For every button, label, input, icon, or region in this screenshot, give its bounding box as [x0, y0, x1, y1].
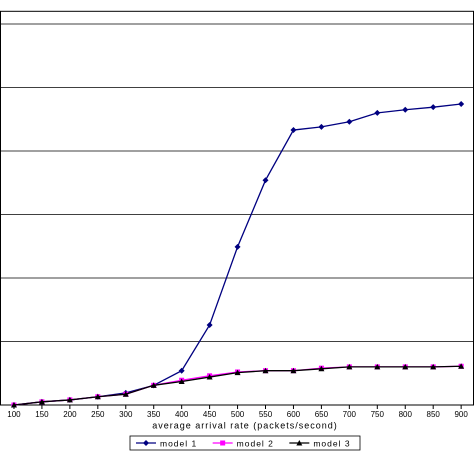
point [38, 398, 45, 405]
point [318, 123, 325, 130]
legend-label: model 2 [237, 438, 274, 448]
point [262, 367, 269, 374]
point [402, 363, 409, 370]
line [13, 103, 462, 406]
point [430, 104, 437, 111]
point [178, 378, 185, 385]
point [206, 321, 213, 328]
x-tick-label: 250 [91, 410, 105, 419]
legend-label: model 3 [313, 438, 350, 448]
x-tick-label: 400 [175, 410, 189, 419]
point [318, 365, 325, 372]
x-tick-label: 750 [371, 410, 385, 419]
x-tick-label: 550 [259, 410, 273, 419]
series [10, 101, 465, 408]
point [66, 396, 73, 403]
point [94, 393, 101, 400]
point [346, 363, 353, 370]
x-tick-label: 100 [7, 410, 21, 419]
point [220, 440, 226, 446]
point [430, 363, 437, 370]
x-axis-label: average arrival rate (packets/second) [152, 420, 338, 430]
point [206, 374, 213, 380]
point [262, 177, 269, 184]
x-tick-label: 200 [63, 410, 77, 419]
x-tick-label: 600 [287, 410, 301, 419]
x-tick-label: 900 [454, 410, 468, 419]
x-tick-label: 800 [399, 410, 413, 419]
x-tick-label: 500 [231, 410, 245, 419]
series [10, 363, 465, 408]
point [374, 109, 381, 116]
plot-area [0, 10, 474, 406]
x-tick-label: 450 [203, 410, 217, 419]
point [234, 369, 241, 376]
point [178, 367, 185, 374]
legend-label: model 1 [160, 438, 197, 448]
point [290, 127, 297, 134]
point [374, 363, 381, 370]
point [296, 440, 303, 446]
x-tick-label: 850 [427, 410, 441, 419]
point [458, 101, 465, 108]
point [122, 391, 129, 397]
x-tick-label: 350 [147, 410, 161, 419]
x-tick-label: 700 [343, 410, 357, 419]
point [10, 402, 17, 408]
point [458, 363, 465, 369]
point [143, 440, 149, 446]
point [402, 106, 409, 113]
x-tick-label: 150 [35, 410, 49, 419]
x-tick-label: 650 [315, 410, 329, 419]
point [346, 118, 353, 125]
point [290, 367, 297, 374]
legend [129, 435, 361, 451]
x-tick-label: 300 [119, 410, 133, 419]
point [234, 243, 241, 250]
point [150, 382, 157, 388]
